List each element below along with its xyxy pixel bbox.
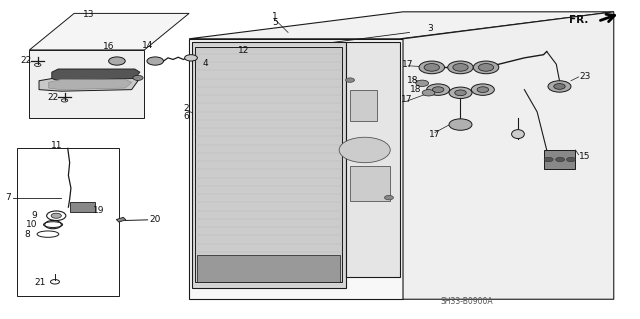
Circle shape — [449, 119, 472, 130]
Polygon shape — [403, 12, 614, 299]
Circle shape — [556, 157, 564, 162]
Text: 5: 5 — [273, 19, 278, 27]
Text: 23: 23 — [579, 72, 591, 81]
Text: SH33-B0900A: SH33-B0900A — [440, 297, 493, 306]
Circle shape — [424, 63, 440, 71]
Circle shape — [346, 78, 355, 82]
Text: 16: 16 — [103, 42, 115, 51]
Polygon shape — [350, 90, 378, 122]
Circle shape — [427, 84, 450, 95]
Circle shape — [455, 90, 467, 96]
Circle shape — [566, 157, 575, 162]
Circle shape — [453, 63, 468, 71]
Text: 11: 11 — [51, 141, 62, 150]
Circle shape — [478, 63, 493, 71]
Text: 12: 12 — [237, 46, 249, 55]
Text: 3: 3 — [427, 24, 433, 33]
Polygon shape — [350, 166, 390, 201]
Ellipse shape — [511, 130, 524, 138]
Circle shape — [385, 196, 394, 200]
Circle shape — [548, 81, 571, 92]
Polygon shape — [189, 39, 403, 299]
Circle shape — [554, 84, 565, 89]
Text: 20: 20 — [150, 215, 161, 224]
Circle shape — [339, 137, 390, 163]
Text: 10: 10 — [26, 220, 37, 229]
Polygon shape — [197, 255, 340, 282]
Text: FR.: FR. — [569, 15, 588, 26]
Circle shape — [416, 80, 429, 86]
Circle shape — [473, 61, 499, 74]
Text: 7: 7 — [6, 193, 12, 202]
Circle shape — [471, 84, 494, 95]
Circle shape — [449, 87, 472, 99]
Polygon shape — [195, 47, 342, 282]
Circle shape — [51, 213, 61, 218]
Polygon shape — [116, 217, 126, 222]
Circle shape — [147, 57, 164, 65]
Circle shape — [448, 61, 473, 74]
Text: 4: 4 — [202, 59, 208, 68]
Polygon shape — [192, 42, 346, 288]
Text: 15: 15 — [579, 152, 591, 161]
Text: 18: 18 — [407, 76, 419, 85]
Circle shape — [477, 87, 488, 93]
Text: 2: 2 — [183, 104, 189, 113]
Circle shape — [419, 61, 445, 74]
Text: 6: 6 — [183, 112, 189, 121]
Polygon shape — [346, 42, 400, 277]
Polygon shape — [189, 12, 614, 39]
Text: 8: 8 — [25, 230, 30, 239]
Text: 13: 13 — [83, 10, 95, 19]
Circle shape — [544, 157, 553, 162]
Polygon shape — [29, 50, 145, 118]
Polygon shape — [70, 202, 95, 212]
Polygon shape — [52, 69, 140, 81]
Text: 9: 9 — [31, 211, 37, 219]
Text: 19: 19 — [93, 206, 104, 215]
Polygon shape — [29, 13, 189, 50]
Text: 22: 22 — [20, 56, 32, 64]
Text: 18: 18 — [410, 85, 422, 94]
Circle shape — [109, 57, 125, 65]
Text: 17: 17 — [401, 95, 412, 104]
Polygon shape — [543, 150, 575, 169]
Text: 22: 22 — [47, 93, 59, 102]
Text: 21: 21 — [35, 278, 46, 287]
Polygon shape — [49, 79, 132, 90]
Circle shape — [133, 75, 143, 80]
Circle shape — [184, 55, 197, 61]
Text: 17: 17 — [429, 130, 441, 139]
Circle shape — [433, 87, 444, 93]
Text: 17: 17 — [403, 60, 414, 69]
Circle shape — [422, 90, 435, 96]
Text: 1: 1 — [273, 12, 278, 21]
Text: 14: 14 — [142, 41, 153, 50]
Polygon shape — [39, 77, 138, 91]
